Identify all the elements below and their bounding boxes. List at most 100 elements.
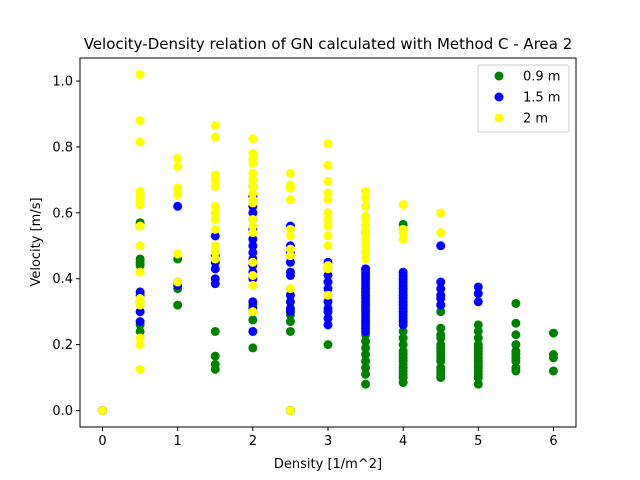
- data-point: [210, 247, 220, 257]
- data-point: [210, 132, 220, 142]
- data-point: [210, 351, 220, 361]
- data-point: [548, 353, 558, 363]
- x-tick-label: 1: [174, 434, 182, 449]
- data-point: [248, 326, 258, 336]
- data-point: [398, 234, 408, 244]
- data-point: [473, 320, 483, 330]
- data-point: [473, 326, 483, 336]
- data-point: [248, 175, 258, 185]
- data-point: [248, 168, 258, 178]
- data-point: [210, 254, 220, 264]
- y-tick-label: 0.8: [52, 140, 73, 155]
- data-point: [361, 336, 371, 346]
- data-point: [285, 195, 295, 205]
- data-point: [210, 364, 220, 374]
- data-point: [248, 343, 258, 353]
- data-point: [436, 228, 446, 238]
- series-0: [98, 218, 558, 416]
- data-point: [135, 333, 145, 343]
- legend: 0.9 m 1.5 m 2 m: [477, 64, 570, 133]
- data-point: [323, 208, 333, 218]
- data-point: [173, 201, 183, 211]
- data-point: [248, 307, 258, 317]
- data-point: [323, 188, 333, 198]
- data-point: [361, 228, 371, 238]
- data-point: [323, 231, 333, 241]
- y-axis: 0.0 0.2 0.4 0.6 0.8 1.0: [52, 75, 80, 419]
- x-tick-label: 5: [474, 434, 482, 449]
- data-point: [285, 317, 295, 327]
- data-point: [361, 356, 371, 366]
- x-tick-label: 4: [399, 434, 407, 449]
- data-point: [361, 201, 371, 211]
- y-tick-label: 0.4: [52, 272, 73, 287]
- chart-title: Velocity-Density relation of GN calculat…: [84, 35, 573, 53]
- data-point: [548, 366, 558, 376]
- data-point: [398, 200, 408, 210]
- data-point: [98, 406, 108, 416]
- data-point: [323, 221, 333, 231]
- data-point: [248, 198, 258, 208]
- data-point: [436, 208, 446, 218]
- legend-marker: [494, 71, 504, 81]
- data-point: [173, 153, 183, 163]
- x-tick-label: 0: [98, 434, 106, 449]
- y-tick-label: 1.0: [52, 75, 73, 90]
- data-point: [248, 134, 258, 144]
- data-point: [135, 267, 145, 277]
- data-point: [398, 340, 408, 350]
- data-point: [135, 300, 145, 310]
- data-point: [248, 270, 258, 280]
- data-point: [511, 366, 521, 376]
- data-point: [210, 181, 220, 191]
- data-point: [323, 320, 333, 330]
- data-point: [361, 363, 371, 373]
- data-point: [473, 297, 483, 307]
- data-point: [323, 297, 333, 307]
- data-point: [436, 323, 446, 333]
- x-tick-label: 6: [549, 434, 557, 449]
- data-point: [210, 175, 220, 185]
- data-point: [436, 277, 446, 287]
- data-point: [248, 247, 258, 257]
- data-point: [323, 270, 333, 280]
- data-point: [210, 121, 220, 131]
- data-point: [248, 257, 258, 267]
- data-point: [173, 190, 183, 200]
- x-tick-label: 2: [249, 434, 257, 449]
- data-point: [135, 200, 145, 210]
- data-point: [511, 340, 521, 350]
- data-point: [285, 231, 295, 241]
- data-point: [285, 290, 295, 300]
- data-point: [135, 137, 145, 147]
- series-1: [98, 181, 483, 416]
- data-point: [548, 328, 558, 338]
- data-point: [473, 289, 483, 299]
- data-point: [323, 264, 333, 274]
- data-point: [285, 224, 295, 234]
- data-point: [511, 298, 521, 308]
- data-point: [323, 195, 333, 205]
- data-point: [361, 186, 371, 196]
- data-point: [248, 214, 258, 224]
- data-point: [135, 307, 145, 317]
- y-tick-label: 0.2: [52, 338, 73, 353]
- data-point: [210, 241, 220, 251]
- data-point: [361, 379, 371, 389]
- data-point: [285, 244, 295, 254]
- data-point: [436, 307, 446, 317]
- data-point: [248, 221, 258, 231]
- data-point: [248, 280, 258, 290]
- data-point: [361, 247, 371, 257]
- legend-label: 1.5 m: [523, 91, 560, 106]
- data-point: [361, 241, 371, 251]
- data-point: [361, 221, 371, 231]
- data-point: [361, 326, 371, 336]
- data-point: [473, 373, 483, 383]
- data-point: [135, 326, 145, 336]
- data-point: [135, 340, 145, 350]
- data-point: [511, 318, 521, 328]
- series-2: [98, 69, 446, 416]
- data-point: [135, 221, 145, 231]
